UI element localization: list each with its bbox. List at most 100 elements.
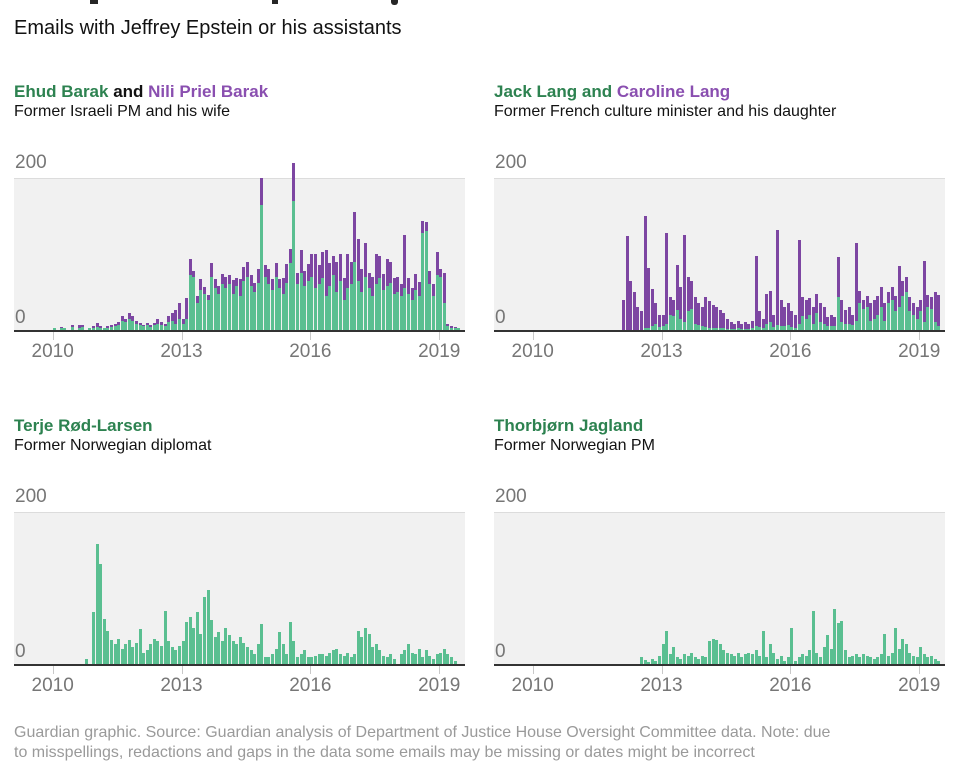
bar-segment-purple <box>188 259 192 275</box>
bar-segment-green <box>260 204 264 330</box>
chart-title-part: Caroline Lang <box>616 82 731 101</box>
bar-segment-green <box>52 328 56 330</box>
bar-segment-purple <box>833 317 837 327</box>
bar <box>310 254 314 330</box>
bar-segment-green <box>346 288 350 330</box>
bar-segment-purple <box>253 282 257 292</box>
bar-segment-green <box>321 654 325 664</box>
bar-segment-purple <box>399 284 403 296</box>
bar-segment-purple <box>933 292 937 323</box>
bar-segment-purple <box>63 327 67 329</box>
source-note: Guardian graphic. Source: Guardian analy… <box>14 723 950 763</box>
bar <box>356 630 360 664</box>
bar <box>63 327 67 330</box>
bar-segment-green <box>381 290 385 330</box>
bar-segment-purple <box>725 318 729 330</box>
bar-segment-green <box>381 655 385 664</box>
bar <box>213 637 217 664</box>
bar <box>779 655 783 664</box>
bar-segment-green <box>156 641 160 664</box>
bar <box>424 222 428 330</box>
bar <box>675 657 679 664</box>
bar-segment-green <box>446 326 450 330</box>
x-axis-tick <box>310 332 312 340</box>
bar <box>826 317 830 330</box>
bar <box>926 295 930 330</box>
bar-segment-green <box>811 323 815 330</box>
bar <box>253 654 257 664</box>
bar <box>858 657 862 664</box>
bar-segment-green <box>711 327 715 330</box>
bar-segment-purple <box>124 319 128 323</box>
bar-segment-green <box>439 276 443 330</box>
bar-segment-green <box>224 627 228 664</box>
bar-segment-purple <box>263 265 267 277</box>
bar-segment-green <box>790 326 794 330</box>
bar-segment-green <box>844 650 848 664</box>
bar-segment-green <box>263 657 267 664</box>
bar <box>210 263 214 330</box>
bar-segment-purple <box>851 314 855 326</box>
bar <box>861 300 865 330</box>
bar-segment-green <box>428 655 432 664</box>
bar-segment-green <box>715 640 719 664</box>
bar-segment-purple <box>776 229 780 326</box>
bar-segment-green <box>736 652 740 664</box>
bar-segment-green <box>306 657 310 664</box>
bar <box>747 323 751 330</box>
bar-segment-purple <box>260 178 264 205</box>
cropped-headline-fragment <box>391 0 398 5</box>
bar-segment-purple <box>751 320 754 329</box>
bar <box>808 298 812 330</box>
bar <box>213 279 217 330</box>
bar-segment-green <box>253 292 257 330</box>
bar-segment-purple <box>292 162 296 201</box>
bar <box>647 267 651 330</box>
bar-segment-green <box>453 660 457 664</box>
bar-segment-green <box>768 322 772 330</box>
bar-segment-green <box>131 320 135 330</box>
bar <box>288 622 292 664</box>
bar-segment-purple <box>138 323 142 326</box>
bar-segment-green <box>793 660 797 664</box>
bar <box>170 647 174 664</box>
chart-title: Jack Lang and Caroline Lang <box>494 82 945 102</box>
bar-segment-purple <box>407 278 410 294</box>
charts-grid: Ehud Barak and Nili Priel Barak Former I… <box>14 82 945 702</box>
bar-segment-green <box>202 293 206 330</box>
bar <box>346 254 350 330</box>
bar-segment-green <box>185 319 189 330</box>
bar <box>160 645 164 664</box>
bar-segment-green <box>185 622 189 664</box>
bar-segment-green <box>385 657 389 664</box>
bar <box>106 326 110 330</box>
bar-segment-green <box>700 326 704 330</box>
bar-segment-purple <box>901 280 905 296</box>
bar-segment-green <box>740 329 744 330</box>
bar <box>174 310 178 330</box>
bar <box>453 326 457 330</box>
x-axis-tick-label: 2016 <box>289 341 332 362</box>
bar <box>643 216 647 330</box>
bar <box>793 660 797 664</box>
bar <box>181 641 185 664</box>
bar <box>331 650 335 664</box>
bar-segment-purple <box>854 242 858 321</box>
bar-segment-green <box>324 295 328 330</box>
bar-segment-green <box>170 320 174 330</box>
bar-segment-green <box>181 641 185 664</box>
bar <box>378 650 382 664</box>
bar <box>263 657 267 664</box>
bar <box>260 624 264 664</box>
bar-segment-green <box>238 295 242 330</box>
bar <box>381 273 385 330</box>
bar-segment-purple <box>424 222 428 232</box>
bar <box>364 627 368 664</box>
bar <box>278 279 282 330</box>
x-axis-tick-label: 2010 <box>31 675 74 696</box>
bar-segment-purple <box>826 317 830 327</box>
bar <box>665 233 669 330</box>
chart-title-part: Ehud Barak <box>14 82 109 101</box>
bar-segment-green <box>815 313 819 330</box>
